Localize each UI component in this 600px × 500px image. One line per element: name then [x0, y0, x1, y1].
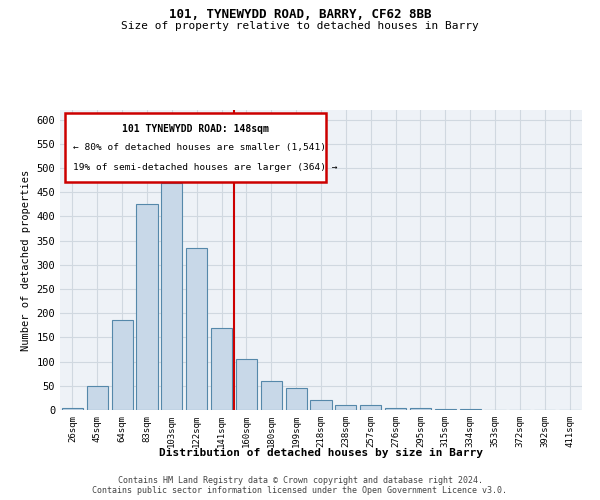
Bar — [286, 388, 307, 410]
FancyBboxPatch shape — [65, 113, 326, 182]
Text: ← 80% of detached houses are smaller (1,541): ← 80% of detached houses are smaller (1,… — [73, 143, 326, 152]
Bar — [460, 409, 481, 410]
Text: 101 TYNEWYDD ROAD: 148sqm: 101 TYNEWYDD ROAD: 148sqm — [122, 124, 269, 134]
Text: 101, TYNEWYDD ROAD, BARRY, CF62 8BB: 101, TYNEWYDD ROAD, BARRY, CF62 8BB — [169, 8, 431, 20]
Bar — [62, 408, 83, 410]
Text: 19% of semi-detached houses are larger (364) →: 19% of semi-detached houses are larger (… — [73, 162, 338, 172]
Bar — [211, 328, 232, 410]
Text: Contains HM Land Registry data © Crown copyright and database right 2024.
Contai: Contains HM Land Registry data © Crown c… — [92, 476, 508, 495]
Text: Distribution of detached houses by size in Barry: Distribution of detached houses by size … — [159, 448, 483, 458]
Bar — [435, 408, 456, 410]
Bar — [112, 320, 133, 410]
Bar — [186, 248, 207, 410]
Bar — [410, 408, 431, 410]
Bar — [310, 400, 332, 410]
Bar — [236, 359, 257, 410]
Y-axis label: Number of detached properties: Number of detached properties — [21, 170, 31, 350]
Bar — [385, 408, 406, 410]
Bar — [161, 182, 182, 410]
Bar — [136, 204, 158, 410]
Bar — [261, 381, 282, 410]
Bar — [335, 405, 356, 410]
Bar — [360, 405, 381, 410]
Text: Size of property relative to detached houses in Barry: Size of property relative to detached ho… — [121, 21, 479, 31]
Bar — [87, 386, 108, 410]
